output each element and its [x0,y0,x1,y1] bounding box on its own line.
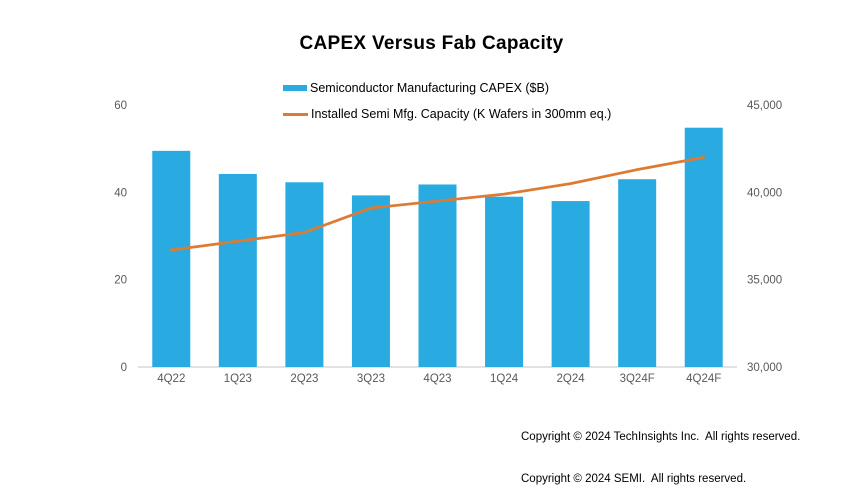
copyright-line-techinsights: Copyright © 2024 TechInsights Inc. All r… [521,431,801,443]
bar-3Q24F [618,179,657,367]
legend-label-capex: Semiconductor Manufacturing CAPEX ($B) [310,81,549,95]
bar-3Q23 [351,195,390,367]
left-axis-tick-0: 0 [121,362,127,374]
bar-4Q22 [152,150,191,367]
left-axis-tick-60: 60 [114,100,127,112]
left-axis-tick-20: 20 [114,275,127,287]
x-axis-label-2Q24: 2Q24 [557,373,586,385]
chart-title: CAPEX Versus Fab Capacity [299,33,564,54]
right-axis-tick-45000: 45,000 [747,100,782,112]
bar-2Q24 [551,201,590,367]
legend: Semiconductor Manufacturing CAPEX ($B) I… [283,79,611,131]
bar-1Q23 [218,173,257,367]
capacity-line [169,156,706,252]
x-axis-label-1Q23: 1Q23 [224,373,252,385]
right-axis-tick-40000: 40,000 [747,187,782,199]
bar-4Q24F [684,127,723,367]
chart-plot-area: 0 20 40 60 30,000 35,000 40,000 45,000 4Q22 1Q23 2… [114,100,782,385]
legend-item-capacity: Installed Semi Mfg. Capacity (K Wafers i… [283,105,611,123]
left-axis-tick-40: 40 [114,187,127,199]
x-axis-label-3Q23: 3Q23 [357,373,385,385]
x-axis-label-2Q23: 2Q23 [290,373,318,385]
capacity-line-swatch-icon [283,112,308,116]
bar-4Q23 [418,184,457,367]
capex-bar-swatch-icon [283,85,307,91]
x-axis-label-1Q24: 1Q24 [490,373,519,385]
bar-1Q24 [485,196,524,367]
x-axis-label-4Q23: 4Q23 [423,373,451,385]
legend-item-capex: Semiconductor Manufacturing CAPEX ($B) [283,79,611,97]
x-axis-label-3Q24F: 3Q24F [620,373,655,385]
legend-label-capacity: Installed Semi Mfg. Capacity (K Wafers i… [311,107,612,121]
x-axis-label-4Q22: 4Q22 [157,373,185,385]
right-axis-tick-30000: 30,000 [747,362,782,374]
copyright-line-semi: Copyright © 2024 SEMI. All rights reserv… [521,473,747,485]
right-axis-tick-35000: 35,000 [747,275,782,287]
x-axis-label-4Q24F: 4Q24F [686,373,721,385]
copyright-block: Copyright © 2024 TechInsights Inc. All r… [521,402,800,500]
bar-2Q23 [285,182,324,367]
